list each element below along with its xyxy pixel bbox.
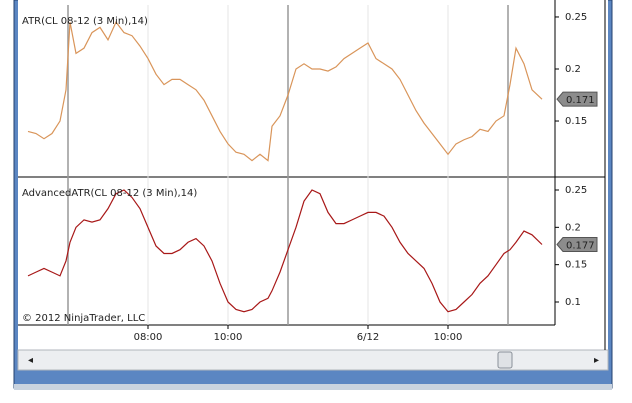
x-tick-label: 6/12 [357,332,379,343]
last-value-label: 0.177 [566,241,595,252]
scrollbar[interactable] [17,349,609,371]
scroll-thumb[interactable] [497,351,513,369]
copyright: © 2012 NinjaTrader, LLC [22,313,145,324]
last-value-tag [556,237,598,253]
y-tick-label: 0.2 [565,222,581,233]
line-series [27,21,543,162]
last-value-tag [556,91,598,107]
chart-area [18,0,608,350]
scroll-left[interactable]: ◂ [28,355,33,366]
x-tick-label: 08:00 [134,332,163,343]
scroll-right[interactable]: ▸ [594,355,599,366]
last-value-label: 0.171 [566,95,595,106]
y-tick-label: 0.2 [565,64,581,75]
y-tick-label: 0.15 [565,260,587,271]
line-series [27,189,543,313]
y-tick-label: 0.25 [565,12,587,23]
y-tick-label: 0.15 [565,116,587,127]
panel-title: ATR(CL 08-12 (3 Min),14) [22,16,148,27]
y-tick-label: 0.25 [565,185,587,196]
window-shadow [14,384,612,390]
x-tick-label: 10:00 [434,332,463,343]
y-tick-label: 0.1 [565,297,581,308]
x-tick-label: 10:00 [214,332,243,343]
panel-title: AdvancedATR(CL 08-12 (3 Min),14) [22,188,197,199]
